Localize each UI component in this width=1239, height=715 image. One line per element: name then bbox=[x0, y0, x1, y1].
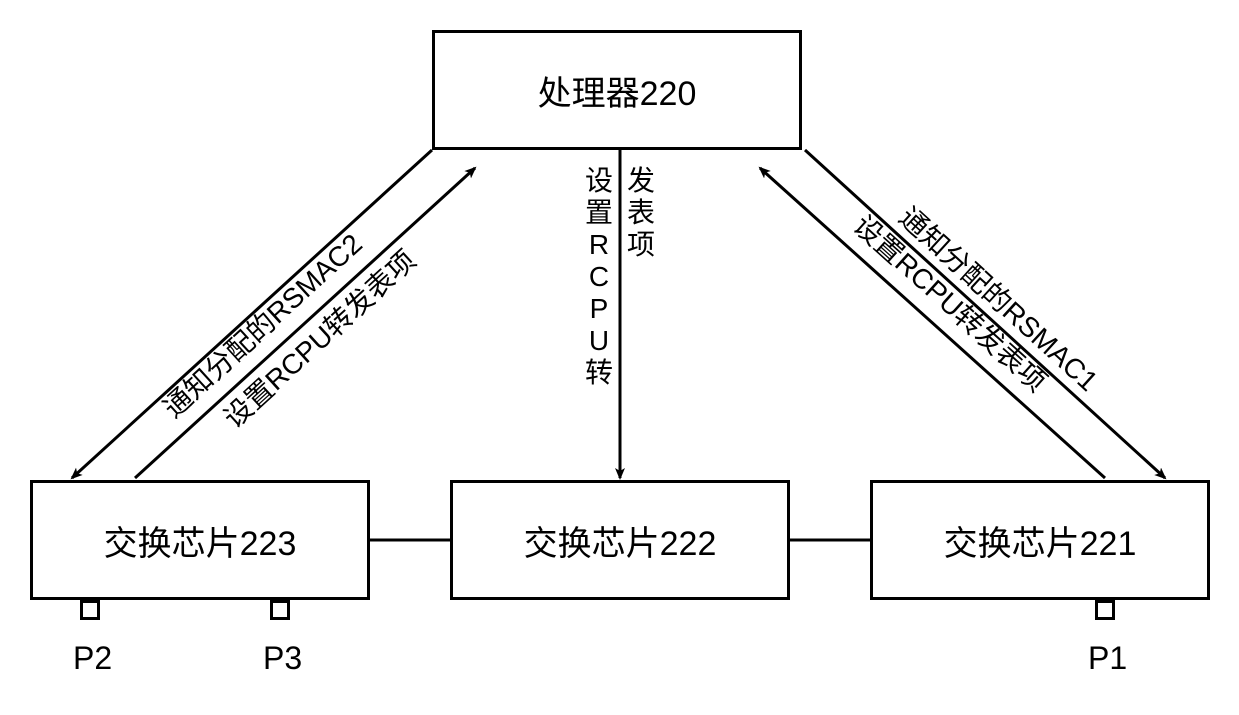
svg-text:通知分配的RSMAC1: 通知分配的RSMAC1 bbox=[893, 201, 1104, 397]
node-processor-label: 处理器220 bbox=[538, 66, 697, 115]
port-p1-label: P1 bbox=[1088, 640, 1127, 677]
port-p2 bbox=[80, 600, 100, 620]
diagram-canvas: 处理器220 交换芯片223 交换芯片222 交换芯片221 P2 P3 P1 … bbox=[0, 0, 1239, 715]
svg-text:发表项: 发表项 bbox=[627, 165, 655, 260]
node-chip-221: 交换芯片221 bbox=[870, 480, 1210, 600]
port-p2-label: P2 bbox=[73, 640, 112, 677]
node-chip-223-label: 交换芯片223 bbox=[104, 516, 297, 565]
port-p3 bbox=[270, 600, 290, 620]
svg-text:设置RCPU转发表项: 设置RCPU转发表项 bbox=[218, 244, 422, 434]
node-chip-222: 交换芯片222 bbox=[450, 480, 790, 600]
svg-text:设置RCPU转: 设置RCPU转 bbox=[585, 165, 613, 388]
node-processor: 处理器220 bbox=[432, 30, 802, 150]
svg-text:通知分配的RSMAC2: 通知分配的RSMAC2 bbox=[157, 228, 368, 424]
node-chip-221-label: 交换芯片221 bbox=[944, 516, 1137, 565]
node-chip-222-label: 交换芯片222 bbox=[524, 516, 717, 565]
svg-text:设置RCPU转发表项: 设置RCPU转发表项 bbox=[848, 209, 1053, 397]
port-p1 bbox=[1095, 600, 1115, 620]
node-chip-223: 交换芯片223 bbox=[30, 480, 370, 600]
port-p3-label: P3 bbox=[263, 640, 302, 677]
